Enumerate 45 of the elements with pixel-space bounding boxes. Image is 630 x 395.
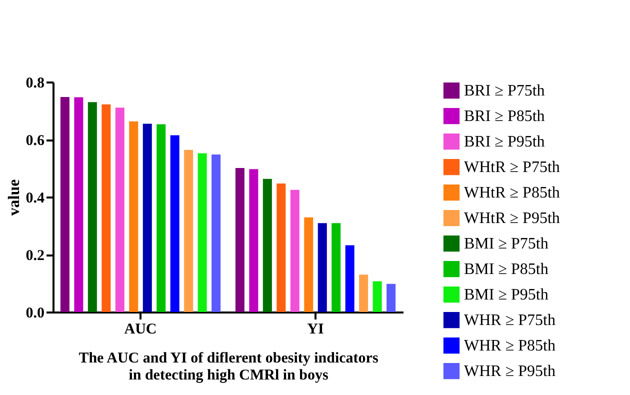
y-tick-label: 0.2 xyxy=(26,248,44,264)
legend-label: BRI ≥ P85th xyxy=(464,108,545,125)
legend-label: BMI ≥ P95th xyxy=(464,286,548,304)
bar xyxy=(74,97,84,312)
bar xyxy=(249,169,258,312)
legend-label: BMI ≥ P85th xyxy=(464,261,548,278)
bar xyxy=(290,190,300,312)
bar xyxy=(142,124,152,312)
bar xyxy=(359,274,368,312)
bar xyxy=(212,154,221,312)
bar xyxy=(318,223,327,312)
legend-label: WHtR ≥ P75th xyxy=(464,159,560,176)
y-tick-label: 0.6 xyxy=(26,133,45,149)
y-tick-label: 0.0 xyxy=(26,306,44,322)
bar xyxy=(332,223,341,312)
x-axis-title: The AUC and YI of diflerent obesity indicators in detecting high CMRl in boys xyxy=(78,350,378,384)
bar xyxy=(198,153,207,312)
legend-label: BMI ≥ P75th xyxy=(464,236,548,252)
bar xyxy=(235,168,244,312)
bar xyxy=(184,150,194,312)
bar xyxy=(372,281,382,312)
bar xyxy=(102,104,111,312)
legend-label: BRI ≥ P75th xyxy=(464,82,545,100)
bar xyxy=(262,178,272,312)
y-tick-label: 0.8 xyxy=(26,76,44,92)
bar xyxy=(345,245,354,312)
bar xyxy=(156,124,166,312)
bar xyxy=(386,284,396,312)
y-tick-label: 0.4 xyxy=(26,190,45,206)
x-tick-label: YI xyxy=(307,322,324,338)
legend-label: WHR ≥ P85th xyxy=(464,338,556,354)
legend-label: WHtR ≥ P85th xyxy=(464,184,560,202)
bar xyxy=(115,108,124,312)
legend-label: BRI ≥ P95th xyxy=(464,134,545,150)
legend-label: WHR ≥ P75th xyxy=(464,312,556,329)
bar xyxy=(88,102,97,312)
y-axis-title: value xyxy=(6,179,23,216)
bar xyxy=(276,183,286,312)
legend-label: WHR ≥ P95th xyxy=(464,363,556,380)
legend-label: WHtR ≥ P95th xyxy=(464,210,560,227)
x-tick-label: AUC xyxy=(124,322,157,338)
bar xyxy=(304,217,314,312)
bar xyxy=(170,135,180,312)
bar xyxy=(60,96,70,312)
bar xyxy=(129,121,138,312)
